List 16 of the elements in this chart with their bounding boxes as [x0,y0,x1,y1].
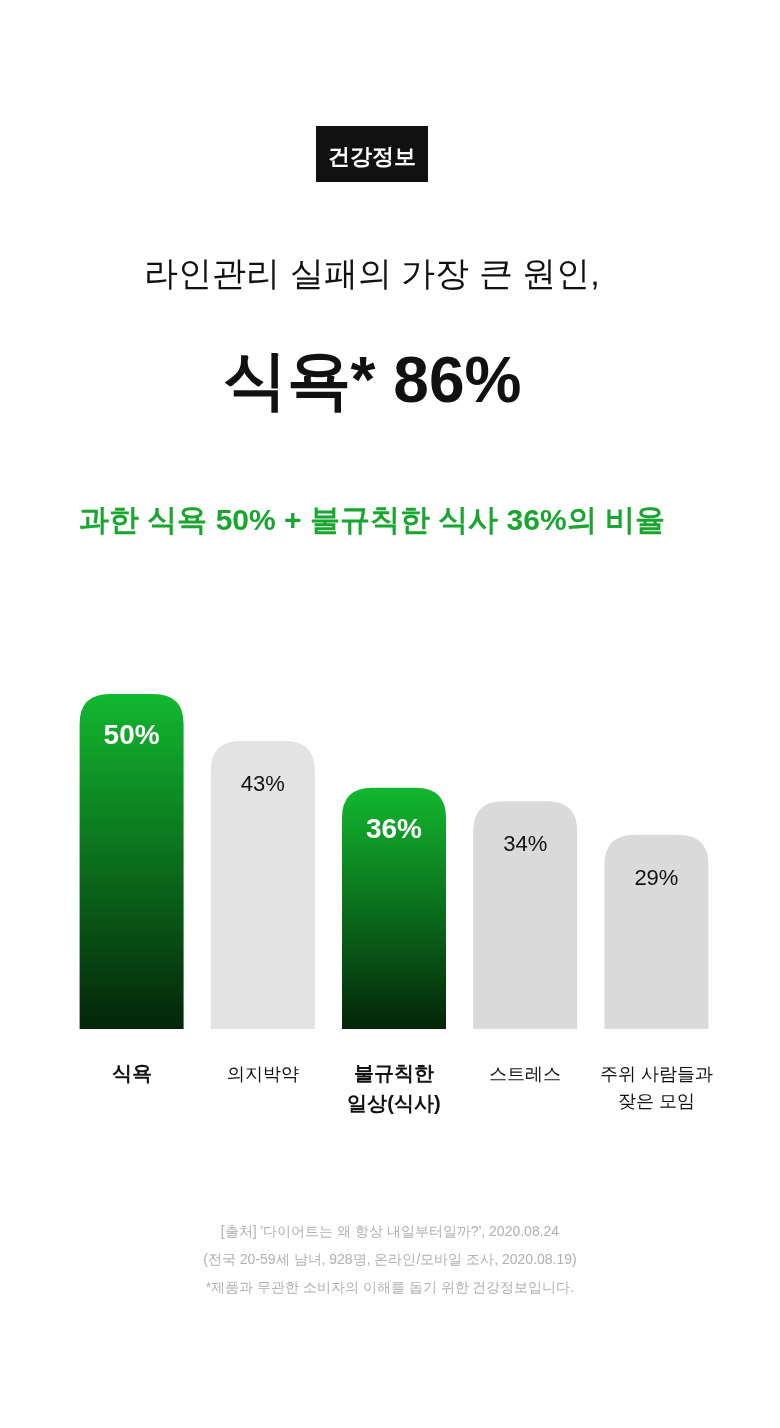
data-label: 29% [634,864,679,890]
text: [출처] '다이어트는 왜 항상 내일부터일까?', 2020.08.24 [220,1223,560,1239]
chart-title: 라인관리 실패의 가장 큰 원인, 식욕* 86% [144,254,600,416]
text: 건강정보 [328,144,416,169]
x-tick-label: 의지박약 [226,1064,299,1084]
data-label: 43% [240,770,285,796]
x-tick-label: 주위 사람들과 잦은 모임 [599,1064,713,1111]
data-label: 36% [365,812,423,844]
text: (전국 20-59세 남녀, 928명, 온라인/모바일 조사, 2020.08.19) [203,1251,577,1267]
data-label: 34% [503,831,548,857]
chart-subtitle: 과한 식욕 50% + 불규칙한 식사 36%의 비율 [79,503,665,536]
x-tick-label: 불규칙한 일상(식사) [347,1062,441,1114]
x-tick-label: 식욕 [111,1062,152,1084]
x-tick-label: 스트레스 [489,1064,562,1084]
text: *제품과 무관한 소비자의 이해를 돕기 위한 건강정보입니다. [205,1279,575,1295]
data-label: 50% [103,719,160,750]
